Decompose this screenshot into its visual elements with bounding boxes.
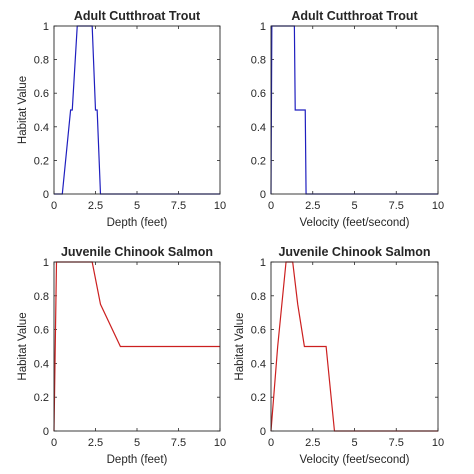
plot-area [271, 262, 438, 431]
y-tick-label: 0 [43, 426, 49, 438]
x-tick-label: 10 [214, 437, 226, 449]
y-tick-label: 0.6 [251, 325, 266, 337]
x-tick-label: 0 [268, 200, 274, 212]
x-tick-label: 2.5 [305, 200, 320, 212]
series-line-1 [270, 261, 438, 432]
y-tick-label: 0.4 [34, 358, 49, 370]
y-tick-label: 0.8 [34, 291, 49, 303]
x-tick-label: 5 [351, 200, 357, 212]
y-tick-label: 1 [260, 21, 266, 33]
y-tick-label: 0.2 [34, 155, 49, 167]
x-tick-label: 10 [432, 200, 444, 212]
x-tick-label: 2.5 [305, 437, 320, 449]
y-axis-label: Habitat Value [234, 312, 246, 380]
y-tick-label: 0.6 [251, 88, 266, 100]
chart-panel-3: 0 2.5 5 7.5 10 0 0.2 0.4 0.6 0.8 1 Juvenile Chinook… [17, 245, 226, 466]
axes-box [270, 25, 439, 195]
axes-box [53, 261, 221, 432]
y-tick-label: 0 [260, 426, 266, 438]
x-tick-label: 7.5 [171, 437, 186, 449]
y-tick-label: 0 [260, 189, 266, 201]
y-tick-label: 0.4 [251, 358, 266, 370]
x-tick-label: 5 [134, 437, 140, 449]
x-tick-label: 2.5 [88, 200, 103, 212]
y-tick-label: 0.2 [251, 392, 266, 404]
y-tick-label: 0.8 [34, 55, 49, 67]
x-tick-label: 5 [134, 200, 140, 212]
chart-title: Juvenile Chinook Salmon [278, 245, 430, 259]
y-tick-label: 0.2 [251, 155, 266, 167]
axes-box [53, 25, 221, 195]
x-axis-label: Velocity (feet/second) [300, 217, 410, 229]
chart-panel-4: 0 2.5 5 7.5 10 0 0.2 0.4 0.6 0.8 1 Juvenile Chinook… [234, 245, 444, 466]
x-tick-label: 7.5 [171, 200, 186, 212]
y-tick-label: 0.6 [34, 88, 49, 100]
chart-panel-2: 0 2.5 5 7.5 10 0 0.2 0.4 0.6 0.8 1 Adult Cutthroat … [251, 9, 444, 229]
x-axis-label: Velocity (feet/second) [300, 454, 410, 466]
y-tick-label: 1 [43, 257, 49, 269]
y-tick-label: 1 [260, 257, 266, 269]
x-tick-label: 7.5 [389, 437, 404, 449]
y-tick-label: 1 [43, 21, 49, 33]
y-tick-label: 0.4 [34, 122, 49, 134]
axes-box [270, 261, 439, 432]
x-tick-label: 5 [351, 437, 357, 449]
chart-title: Adult Cutthroat Trout [74, 9, 201, 23]
x-axis-label: Depth (feet) [107, 454, 168, 466]
chart-title: Juvenile Chinook Salmon [61, 245, 213, 259]
y-tick-label: 0.2 [34, 392, 49, 404]
x-tick-label: 0 [268, 437, 274, 449]
x-tick-label: 0 [51, 437, 57, 449]
x-tick-label: 0 [51, 200, 57, 212]
x-tick-label: 10 [214, 200, 226, 212]
chart-title: Adult Cutthroat Trout [291, 9, 418, 23]
y-tick-label: 0.4 [251, 122, 266, 134]
chart-panel-1: 0 2.5 5 7.5 10 0 0.2 0.4 0.6 0.8 1 Adult Cutthroat … [17, 9, 226, 229]
x-tick-label: 10 [432, 437, 444, 449]
y-tick-label: 0.8 [251, 55, 266, 67]
series-line-1 [53, 261, 220, 432]
y-tick-label: 0 [43, 189, 49, 201]
x-tick-label: 2.5 [88, 437, 103, 449]
y-tick-label: 0.8 [251, 291, 266, 303]
y-axis-label: Habitat Value [17, 312, 29, 380]
y-axis-label: Habitat Value [17, 76, 29, 144]
y-tick-label: 0.6 [34, 325, 49, 337]
x-axis-label: Depth (feet) [107, 217, 168, 229]
x-tick-label: 7.5 [389, 200, 404, 212]
plot-area [54, 26, 220, 194]
